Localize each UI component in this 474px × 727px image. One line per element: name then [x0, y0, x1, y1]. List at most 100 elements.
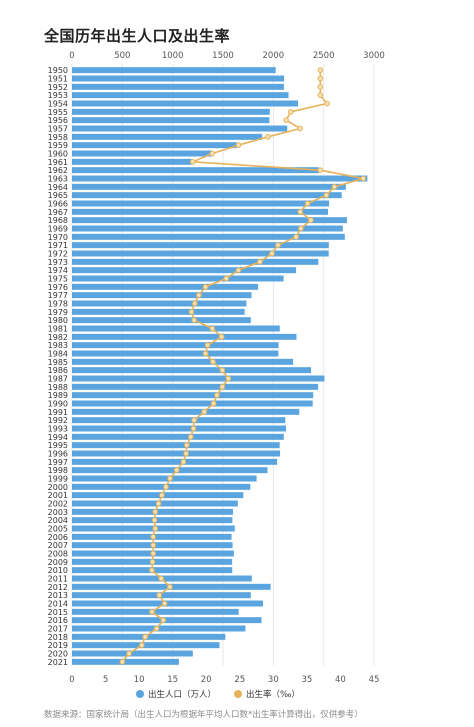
bar-1981	[72, 325, 280, 332]
birth-rate-point-2012	[167, 584, 173, 590]
bar-2015	[72, 608, 239, 615]
bar-1986	[72, 367, 311, 374]
birth-rate-point-1961	[190, 159, 196, 165]
birth-rate-point-1991	[201, 409, 208, 415]
year-label-1970: 1970	[48, 233, 68, 242]
bar-1964	[72, 183, 346, 190]
birth-rate-point-1982	[218, 334, 225, 340]
birth-rate-point-2014	[161, 600, 168, 607]
year-label-1966: 1966	[48, 200, 68, 209]
year-label-1951: 1951	[48, 75, 68, 84]
year-label-1984: 1984	[48, 350, 68, 359]
bar-1993	[72, 425, 287, 432]
year-label-2013: 2013	[48, 591, 68, 600]
legend-line-swatch	[234, 690, 242, 698]
birth-rate-point-1971	[275, 242, 281, 248]
birth-rate-point-1978	[192, 300, 198, 307]
birth-rate-point-2001	[159, 492, 165, 498]
bar-1965	[72, 192, 342, 199]
bottom-axis-tick-label: 45	[369, 675, 380, 685]
bar-1984	[72, 350, 279, 357]
year-label-1967: 1967	[48, 208, 68, 217]
bar-1956	[72, 117, 270, 124]
top-axis-tick-label: 500	[114, 51, 130, 61]
bottom-axis-tick-label: 35	[301, 675, 312, 685]
birth-rate-point-1950	[317, 67, 324, 73]
legend-line-label: 出生率（‰）	[246, 689, 300, 700]
year-label-2008: 2008	[48, 550, 68, 559]
year-label-1958: 1958	[48, 133, 68, 142]
bar-1963	[72, 175, 368, 182]
bar-1982	[72, 333, 297, 340]
birth-rate-point-1951	[317, 75, 324, 82]
bar-1968	[72, 217, 347, 224]
year-label-1992: 1992	[48, 416, 68, 425]
year-label-1998: 1998	[48, 466, 68, 475]
bar-1997	[72, 458, 278, 465]
bar-1991	[72, 408, 300, 415]
bar-1978	[72, 300, 247, 307]
year-label-1981: 1981	[48, 325, 68, 334]
bar-1970	[72, 233, 345, 240]
year-label-2019: 2019	[48, 641, 68, 650]
bar-1983	[72, 342, 279, 349]
bar-1950	[72, 67, 276, 74]
birth-rate-point-2021	[119, 659, 126, 665]
birth-rate-point-1972	[269, 250, 275, 257]
birth-rate-point-1970	[293, 234, 299, 240]
year-label-2014: 2014	[48, 600, 68, 609]
bar-1999	[72, 475, 257, 482]
bar-1987	[72, 375, 325, 382]
bar-1960	[72, 150, 212, 157]
birth-rate-point-2018	[142, 634, 148, 640]
birth-rate-point-1976	[202, 284, 209, 290]
year-label-1963: 1963	[48, 175, 68, 184]
chart-title: 全国历年出生人口及出生率	[44, 27, 231, 45]
year-label-1977: 1977	[48, 291, 68, 300]
birth-rate-point-1963	[360, 175, 367, 182]
legend-bar-swatch	[136, 690, 144, 698]
bar-2020	[72, 650, 193, 657]
bar-2016	[72, 617, 262, 624]
year-label-2004: 2004	[48, 516, 68, 525]
birth-rate-point-1983	[204, 342, 211, 348]
birth-rate-point-2009	[149, 559, 156, 565]
year-label-2017: 2017	[48, 625, 68, 634]
year-label-1986: 1986	[48, 366, 68, 375]
bar-1980	[72, 317, 251, 324]
year-label-1989: 1989	[48, 391, 68, 400]
year-label-2006: 2006	[48, 533, 68, 542]
year-label-1975: 1975	[48, 275, 68, 284]
birth-rate-point-1994	[187, 434, 194, 440]
year-label-1959: 1959	[48, 141, 68, 150]
bar-1988	[72, 383, 319, 390]
top-axis-tick-label: 0	[69, 51, 74, 61]
year-label-1952: 1952	[48, 83, 68, 92]
year-label-1972: 1972	[48, 250, 68, 259]
year-label-2020: 2020	[48, 650, 68, 659]
bar-1977	[72, 292, 252, 299]
bar-2001	[72, 492, 244, 499]
birth-rate-point-2015	[149, 609, 155, 615]
birth-rate-point-1958	[265, 134, 271, 140]
birth-rate-point-1980	[191, 317, 197, 323]
year-label-2000: 2000	[48, 483, 68, 492]
birth-rate-point-2004	[151, 517, 158, 523]
birth-rate-point-2006	[150, 534, 157, 540]
year-label-1995: 1995	[48, 441, 68, 450]
bar-2000	[72, 483, 251, 490]
birth-rate-point-1992	[191, 417, 197, 423]
bar-1959	[72, 142, 237, 149]
birth-rate-point-1977	[196, 292, 202, 298]
birth-rate-point-1990	[210, 400, 217, 407]
birth-rate-point-2010	[149, 567, 155, 573]
year-label-1980: 1980	[48, 316, 68, 325]
year-label-2010: 2010	[48, 566, 68, 575]
year-label-1974: 1974	[48, 266, 68, 275]
year-label-1982: 1982	[48, 333, 68, 342]
year-label-1971: 1971	[48, 241, 68, 250]
bar-1962	[72, 167, 319, 174]
legend-bar-label: 出生人口（万人）	[148, 689, 216, 700]
birth-rate-point-1987	[225, 375, 232, 382]
birth-rate-point-1979	[188, 309, 195, 315]
